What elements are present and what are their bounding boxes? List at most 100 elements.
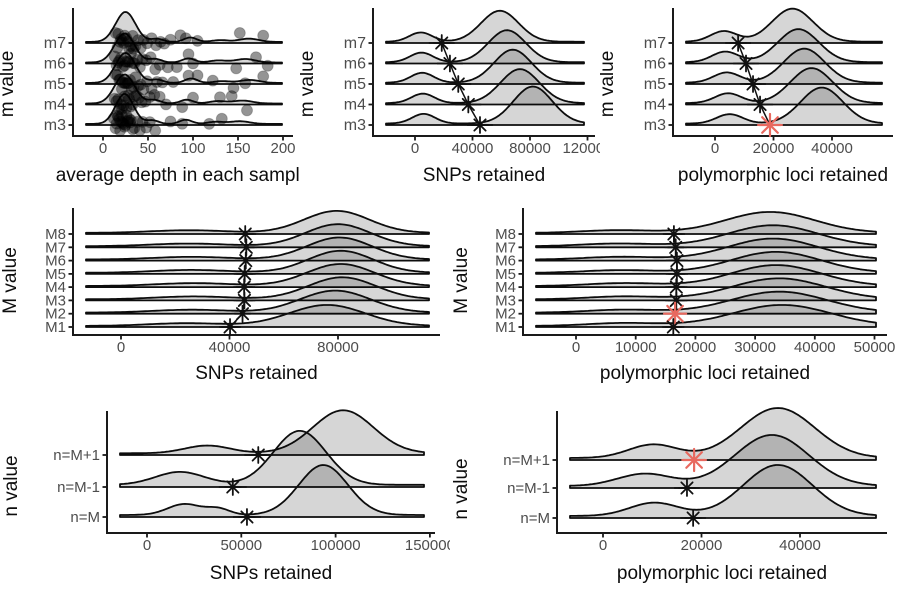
- x-tick-label: 20000: [753, 140, 795, 157]
- depth-point: [129, 71, 142, 84]
- plot-snps-by-m: 0 40000 80000 120000 m7 m6 m5 m4 m3 m value SNPs r…: [300, 0, 600, 195]
- depth-point: [128, 122, 141, 135]
- y-tick-label-M6: M6: [495, 253, 516, 270]
- ridge-m7: [385, 9, 585, 44]
- marker-asterisk-m3-red: [757, 112, 783, 138]
- ridge-M1: [85, 304, 430, 328]
- snps-by-n-svg: 0 50000 100000 150000 n=M+1 n=M-1 n=M n value SN…: [1, 409, 450, 584]
- ridge-n=M-1: [119, 430, 425, 488]
- y-tick-label-M3: M3: [45, 292, 66, 309]
- depth-point: [122, 114, 135, 127]
- depth-point: [117, 99, 130, 112]
- ridge-M8: [535, 211, 877, 235]
- depth-point: [156, 76, 169, 89]
- marker-asterisk-n=M+1-red: [682, 447, 707, 473]
- depth-point: [151, 76, 163, 88]
- depth-point: [149, 63, 162, 76]
- depth-point: [109, 68, 122, 81]
- depth-point: [134, 41, 147, 54]
- depth-point: [119, 55, 132, 68]
- depth-point: [122, 89, 135, 102]
- marker-asterisk-m7: [432, 34, 451, 52]
- depth-point: [120, 32, 133, 45]
- y-tick-label-m7: m7: [644, 35, 666, 52]
- y-axis-title: m value: [600, 51, 618, 118]
- depth-point: [140, 121, 153, 134]
- ridge-M5: [85, 249, 430, 275]
- depth-point: [137, 83, 150, 96]
- depth-point: [129, 40, 142, 53]
- x-tick-label: 50000: [854, 339, 896, 356]
- depth-point: [132, 80, 145, 92]
- y-tick-label-M4: M4: [495, 279, 516, 296]
- depth-point: [122, 77, 135, 90]
- marker-asterisk-m4: [751, 95, 769, 114]
- depth-point: [257, 70, 270, 83]
- loci-by-m-svg: 0 20000 40000 m7 m6 m5 m4 m3 m value polymorphic …: [600, 7, 893, 186]
- ridge-m5: [85, 52, 283, 85]
- depth-point: [115, 109, 128, 122]
- x-tick-label: 40000: [794, 339, 836, 356]
- y-tick-label-M5: M5: [45, 266, 66, 283]
- depth-point: [131, 53, 144, 66]
- x-tick-label: 0: [99, 140, 107, 157]
- depth-point: [113, 73, 126, 86]
- y-axis-title: M value: [0, 247, 21, 314]
- depth-point: [233, 27, 246, 39]
- x-tick-label: 100: [180, 140, 205, 157]
- ridge-M4: [535, 264, 877, 288]
- depth-point: [133, 91, 145, 104]
- x-tick-label: 10000: [615, 339, 657, 356]
- depth-point: [120, 102, 133, 114]
- depth-point: [144, 51, 157, 64]
- depth-point: [113, 113, 126, 126]
- depth-point: [110, 117, 123, 130]
- depth-point: [154, 35, 167, 48]
- y-tick-label-M3: M3: [495, 292, 516, 309]
- ridge-M6: [535, 237, 877, 262]
- depth-point: [230, 62, 243, 75]
- y-tick-label-m6: m6: [644, 56, 666, 73]
- axis-lines: [672, 8, 893, 137]
- depth-point: [176, 101, 189, 114]
- depth-point: [187, 57, 199, 70]
- y-tick-label-m3: m3: [44, 117, 66, 134]
- depth-point: [158, 37, 171, 50]
- marker-asterisk-M1: [664, 318, 683, 336]
- depth-point: [182, 69, 195, 82]
- x-tick-label: 40000: [779, 537, 821, 554]
- depth-point: [124, 47, 137, 60]
- marker-asterisk-M5: [235, 265, 254, 283]
- plot-loci-by-n: 0 20000 40000 n=M+1 n=M-1 n=M n value polymorph…: [450, 390, 900, 600]
- y-tick-label-m4: m4: [644, 97, 666, 114]
- marker-asterisk-n=M+1: [249, 446, 268, 464]
- y-tick-label-m6: m6: [44, 56, 66, 73]
- y-axis-title: n value: [1, 455, 22, 516]
- depth-point: [117, 37, 130, 49]
- depth-point: [164, 115, 177, 128]
- depth-point: [115, 83, 128, 96]
- depth-point: [113, 103, 126, 115]
- depth-point: [153, 90, 166, 103]
- depth-point: [187, 91, 199, 104]
- depth-point: [130, 89, 143, 102]
- depth-point: [261, 59, 274, 72]
- x-tick-label: 0: [572, 339, 580, 356]
- axis-lines: [72, 208, 440, 336]
- depth-point: [111, 109, 124, 122]
- ridge-m3: [385, 85, 585, 126]
- depth-point: [115, 33, 127, 45]
- depth-point: [136, 53, 149, 65]
- depth-point: [136, 115, 149, 128]
- axis-lines: [106, 411, 435, 534]
- y-tick-label-m7: m7: [44, 35, 66, 52]
- y-tick-label-M8: M8: [495, 226, 516, 243]
- y-tick-label-n=M+1: n=M+1: [53, 447, 100, 464]
- ridge-m3: [685, 86, 883, 126]
- axis-lines: [72, 8, 293, 137]
- depth-point: [124, 100, 137, 113]
- marker-asterisk-M3: [235, 291, 254, 310]
- depth-point: [164, 33, 177, 46]
- ridge-n=M: [119, 464, 425, 518]
- depth-point: [125, 82, 138, 95]
